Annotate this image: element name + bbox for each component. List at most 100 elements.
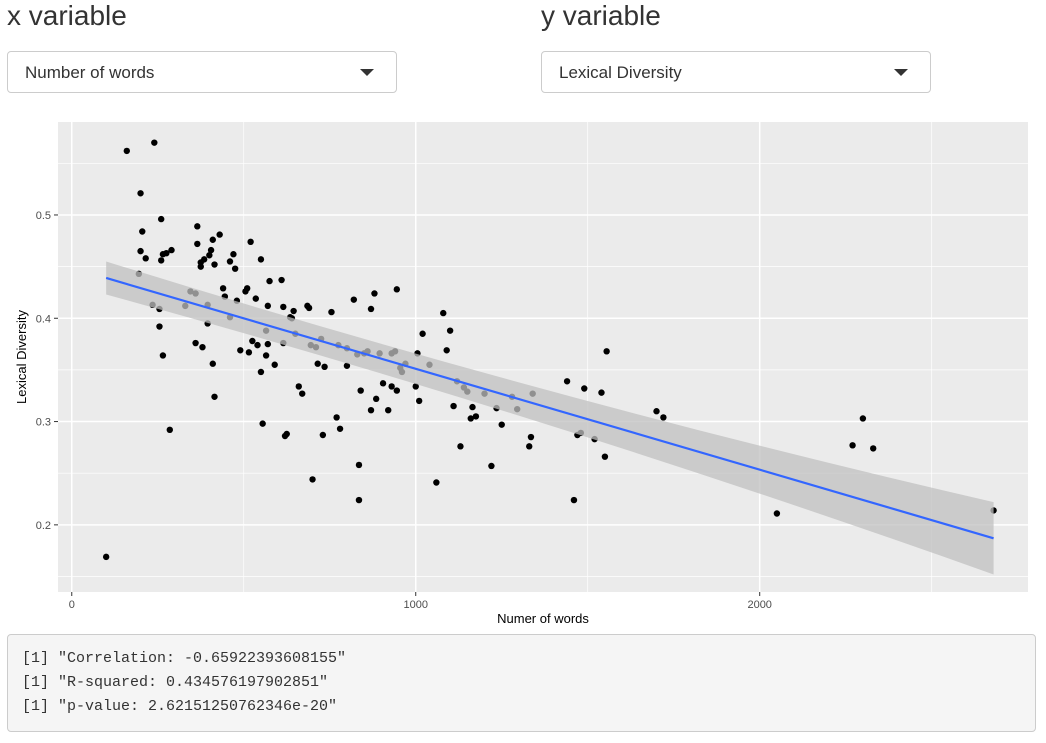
data-point: [385, 406, 392, 414]
data-point: [207, 246, 215, 254]
data-point: [257, 256, 265, 263]
data-point: [393, 286, 401, 293]
data-point: [440, 309, 447, 317]
data-point: [653, 408, 660, 415]
data-point: [283, 430, 290, 438]
data-point: [197, 263, 204, 270]
data-point: [231, 265, 239, 272]
data-point: [259, 420, 266, 427]
data-point: [415, 397, 423, 405]
data-point: [350, 296, 358, 303]
stats-output: [1] "Correlation: -0.65922393608155" [1]…: [7, 634, 1036, 732]
data-point: [137, 247, 144, 255]
y-variable-value: Lexical Diversity: [559, 63, 682, 82]
data-point: [371, 290, 378, 297]
data-point: [192, 339, 199, 347]
data-point: [264, 340, 272, 348]
data-point: [498, 421, 505, 428]
data-point: [343, 362, 351, 369]
scatter-plot: 0 1000 2000 0.2 0.3 0.4 0.5 Numer of words Lexic…: [14, 122, 1028, 626]
data-point: [254, 341, 261, 349]
data-point: [488, 462, 495, 470]
data-point: [249, 337, 256, 345]
data-point: [278, 276, 285, 284]
data-point: [355, 461, 363, 469]
data-point: [305, 304, 313, 312]
data-point: [372, 395, 380, 403]
data-point: [336, 425, 344, 432]
chevron-down-icon: [894, 69, 908, 76]
data-point: [393, 387, 401, 394]
data-point: [102, 553, 110, 561]
data-point: [151, 139, 158, 146]
data-point: [357, 387, 364, 394]
data-point: [159, 352, 167, 359]
data-point: [849, 442, 856, 449]
chevron-down-icon: [360, 69, 374, 76]
data-point: [527, 433, 535, 441]
data-point: [157, 215, 165, 223]
data-point: [266, 277, 273, 285]
data-point: [209, 360, 216, 367]
y-variable-select[interactable]: Lexical Diversity: [541, 51, 931, 93]
data-point: [216, 231, 223, 238]
data-point: [870, 445, 877, 452]
data-point: [271, 361, 278, 368]
data-point: [199, 343, 206, 351]
output-line-correlation: [1] "Correlation: -0.65922393608155": [22, 650, 347, 667]
data-point: [443, 347, 450, 354]
output-line-r-squared: [1] "R-squared: 0.434576197902851": [22, 674, 329, 691]
data-point: [290, 307, 297, 315]
data-point: [194, 223, 201, 230]
y-axis-title: Lexical Diversity: [14, 310, 29, 404]
data-point: [660, 414, 667, 421]
y-tick-label: 0.3: [36, 417, 51, 429]
data-point: [859, 415, 867, 422]
data-point: [200, 256, 208, 263]
data-point: [570, 496, 578, 504]
x-variable-select[interactable]: Number of words: [7, 51, 397, 93]
data-point: [314, 360, 321, 367]
data-point: [367, 406, 375, 414]
data-point: [219, 285, 227, 292]
data-point: [163, 249, 170, 257]
data-point: [328, 308, 335, 316]
y-tick-label: 0.4: [36, 313, 51, 325]
data-point: [211, 393, 218, 400]
data-point: [226, 258, 234, 265]
y-tick-label: 0.2: [36, 520, 51, 532]
data-point: [321, 363, 328, 371]
data-point: [319, 431, 327, 439]
data-point: [166, 426, 173, 434]
data-point: [230, 251, 237, 258]
data-point: [280, 303, 287, 311]
x-axis-title: Numer of words: [497, 611, 589, 626]
data-point: [123, 147, 130, 155]
x-tick-label: 2000: [747, 599, 771, 611]
data-point: [139, 228, 146, 235]
data-point: [209, 236, 216, 243]
data-point: [598, 389, 605, 396]
data-point: [446, 327, 454, 334]
output-line-p-value: [1] "p-value: 2.62151250762346e-20": [22, 698, 338, 715]
data-point: [450, 402, 457, 410]
data-point: [262, 352, 270, 359]
regression-line: [105, 276, 994, 540]
data-point: [467, 415, 474, 422]
data-point: [563, 378, 571, 385]
data-point: [379, 380, 387, 387]
data-point: [243, 285, 251, 292]
data-point: [388, 383, 395, 390]
y-variable-label: y variable: [541, 0, 661, 31]
data-point: [247, 238, 254, 246]
data-point: [211, 261, 218, 268]
data-point: [601, 453, 609, 460]
data-point: [526, 443, 533, 450]
data-point: [309, 476, 316, 483]
data-point: [137, 190, 144, 197]
data-point: [581, 385, 588, 392]
data-point: [355, 496, 363, 504]
data-point: [412, 383, 419, 390]
data-point: [295, 383, 302, 390]
data-point: [603, 348, 610, 355]
